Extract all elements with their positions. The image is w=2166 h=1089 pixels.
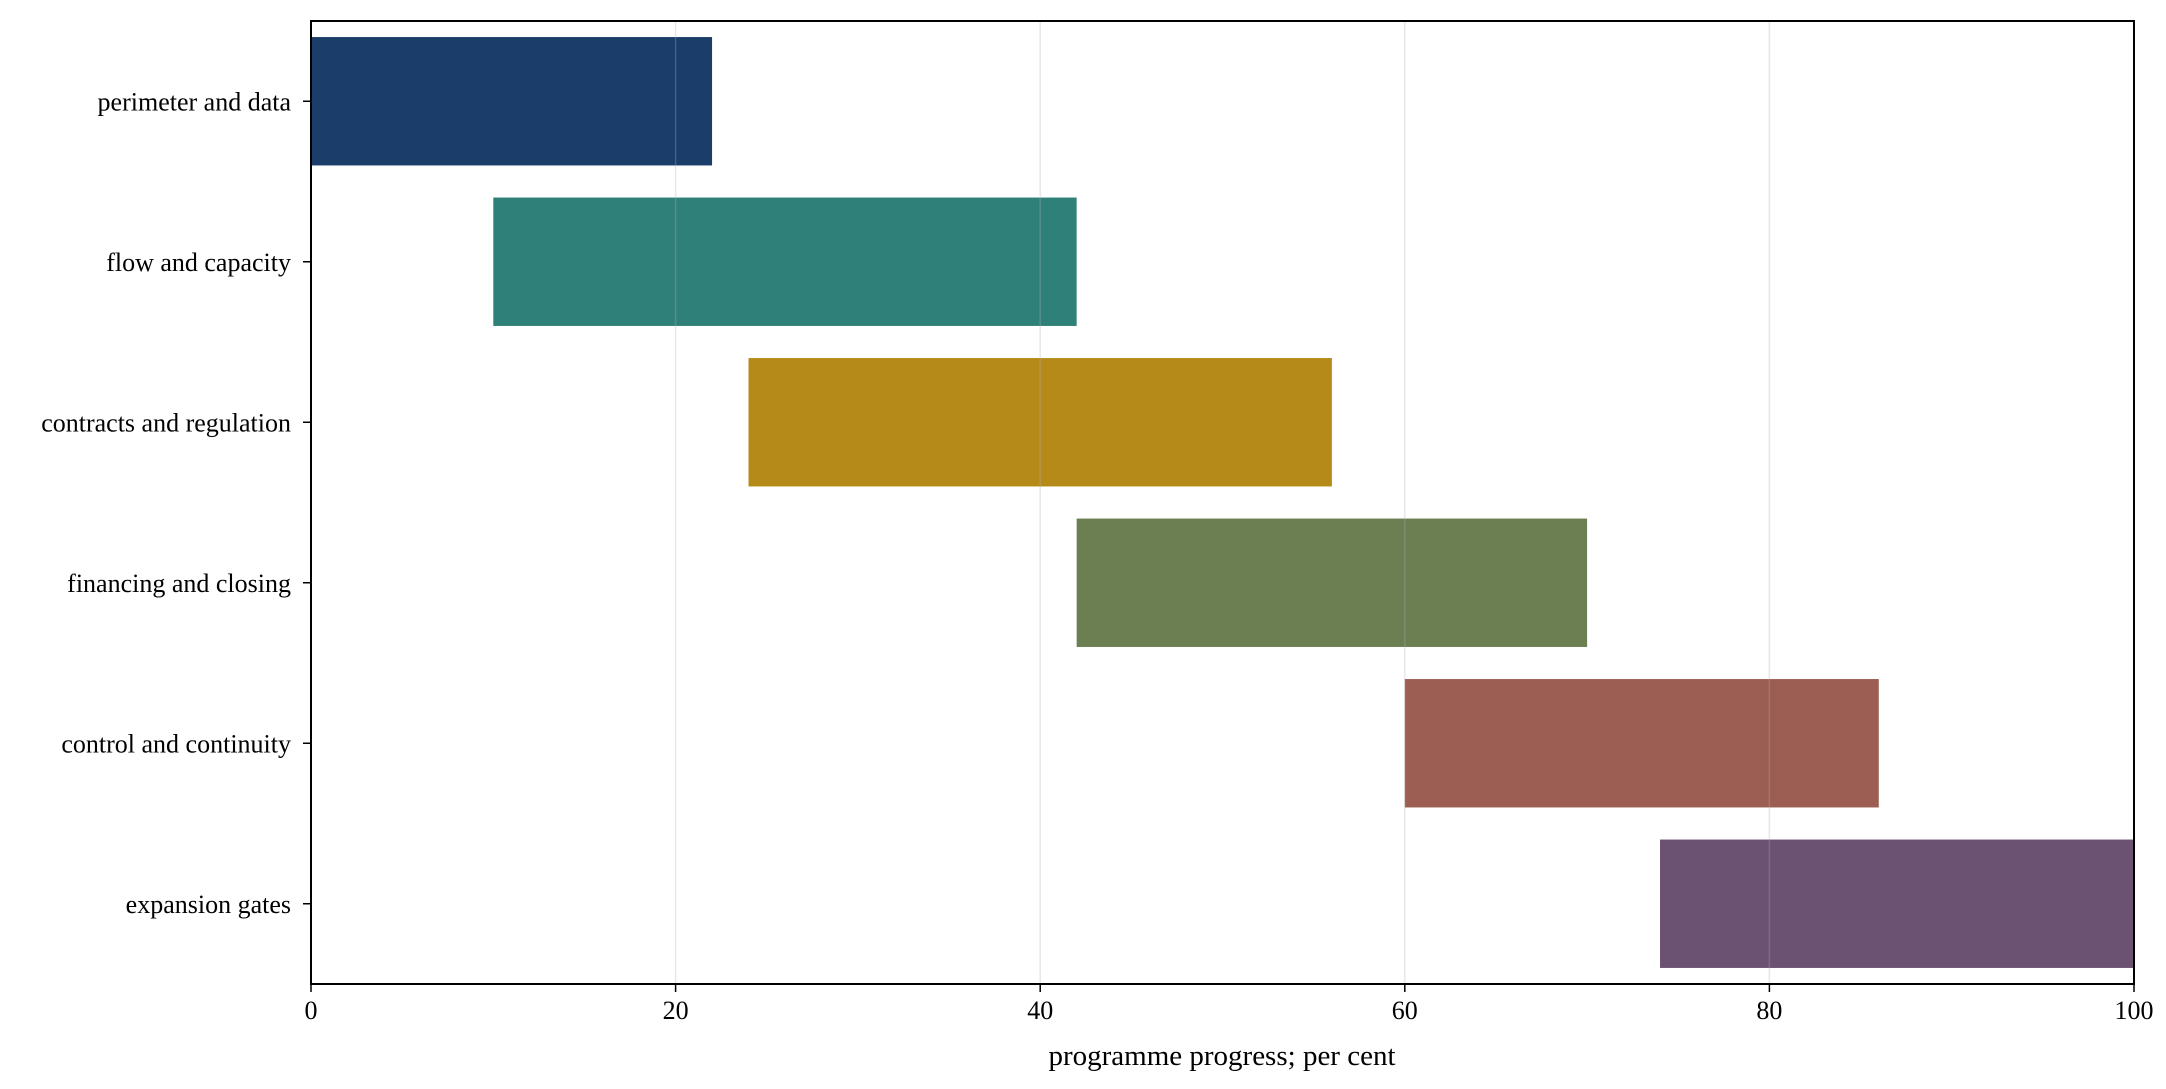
x-tick-label: 40	[1027, 996, 1053, 1025]
x-tick-label: 20	[663, 996, 689, 1025]
bar-financing-and-closing	[1076, 518, 1588, 647]
bar-flow-and-capacity	[493, 197, 1077, 326]
x-tick-label: 80	[1756, 996, 1782, 1025]
y-category-label: expansion gates	[126, 890, 291, 919]
y-category-label: contracts and regulation	[41, 408, 291, 437]
bar-control-and-continuity	[1404, 679, 1879, 808]
x-axis-label: programme progress; per cent	[1048, 1040, 1395, 1072]
bar-contracts-and-regulation	[748, 358, 1332, 487]
x-tick-label: 60	[1392, 996, 1418, 1025]
bar-layer	[311, 37, 2134, 968]
x-tick-label: 0	[305, 996, 318, 1025]
bar-expansion-gates	[1660, 839, 2134, 968]
y-category-label: perimeter and data	[98, 87, 292, 116]
y-category-label: flow and capacity	[106, 248, 291, 277]
x-tick-label: 100	[2115, 996, 2154, 1025]
x-axis-ticks: 0 20 40 60 80 100	[305, 984, 2154, 1025]
y-category-label: financing and closing	[67, 569, 291, 598]
y-axis-ticks: perimeter and data flow and capacity contr…	[41, 87, 311, 919]
bar-perimeter-and-data	[311, 37, 713, 166]
y-category-label: control and continuity	[61, 729, 291, 758]
plot-frame	[310, 20, 2135, 985]
